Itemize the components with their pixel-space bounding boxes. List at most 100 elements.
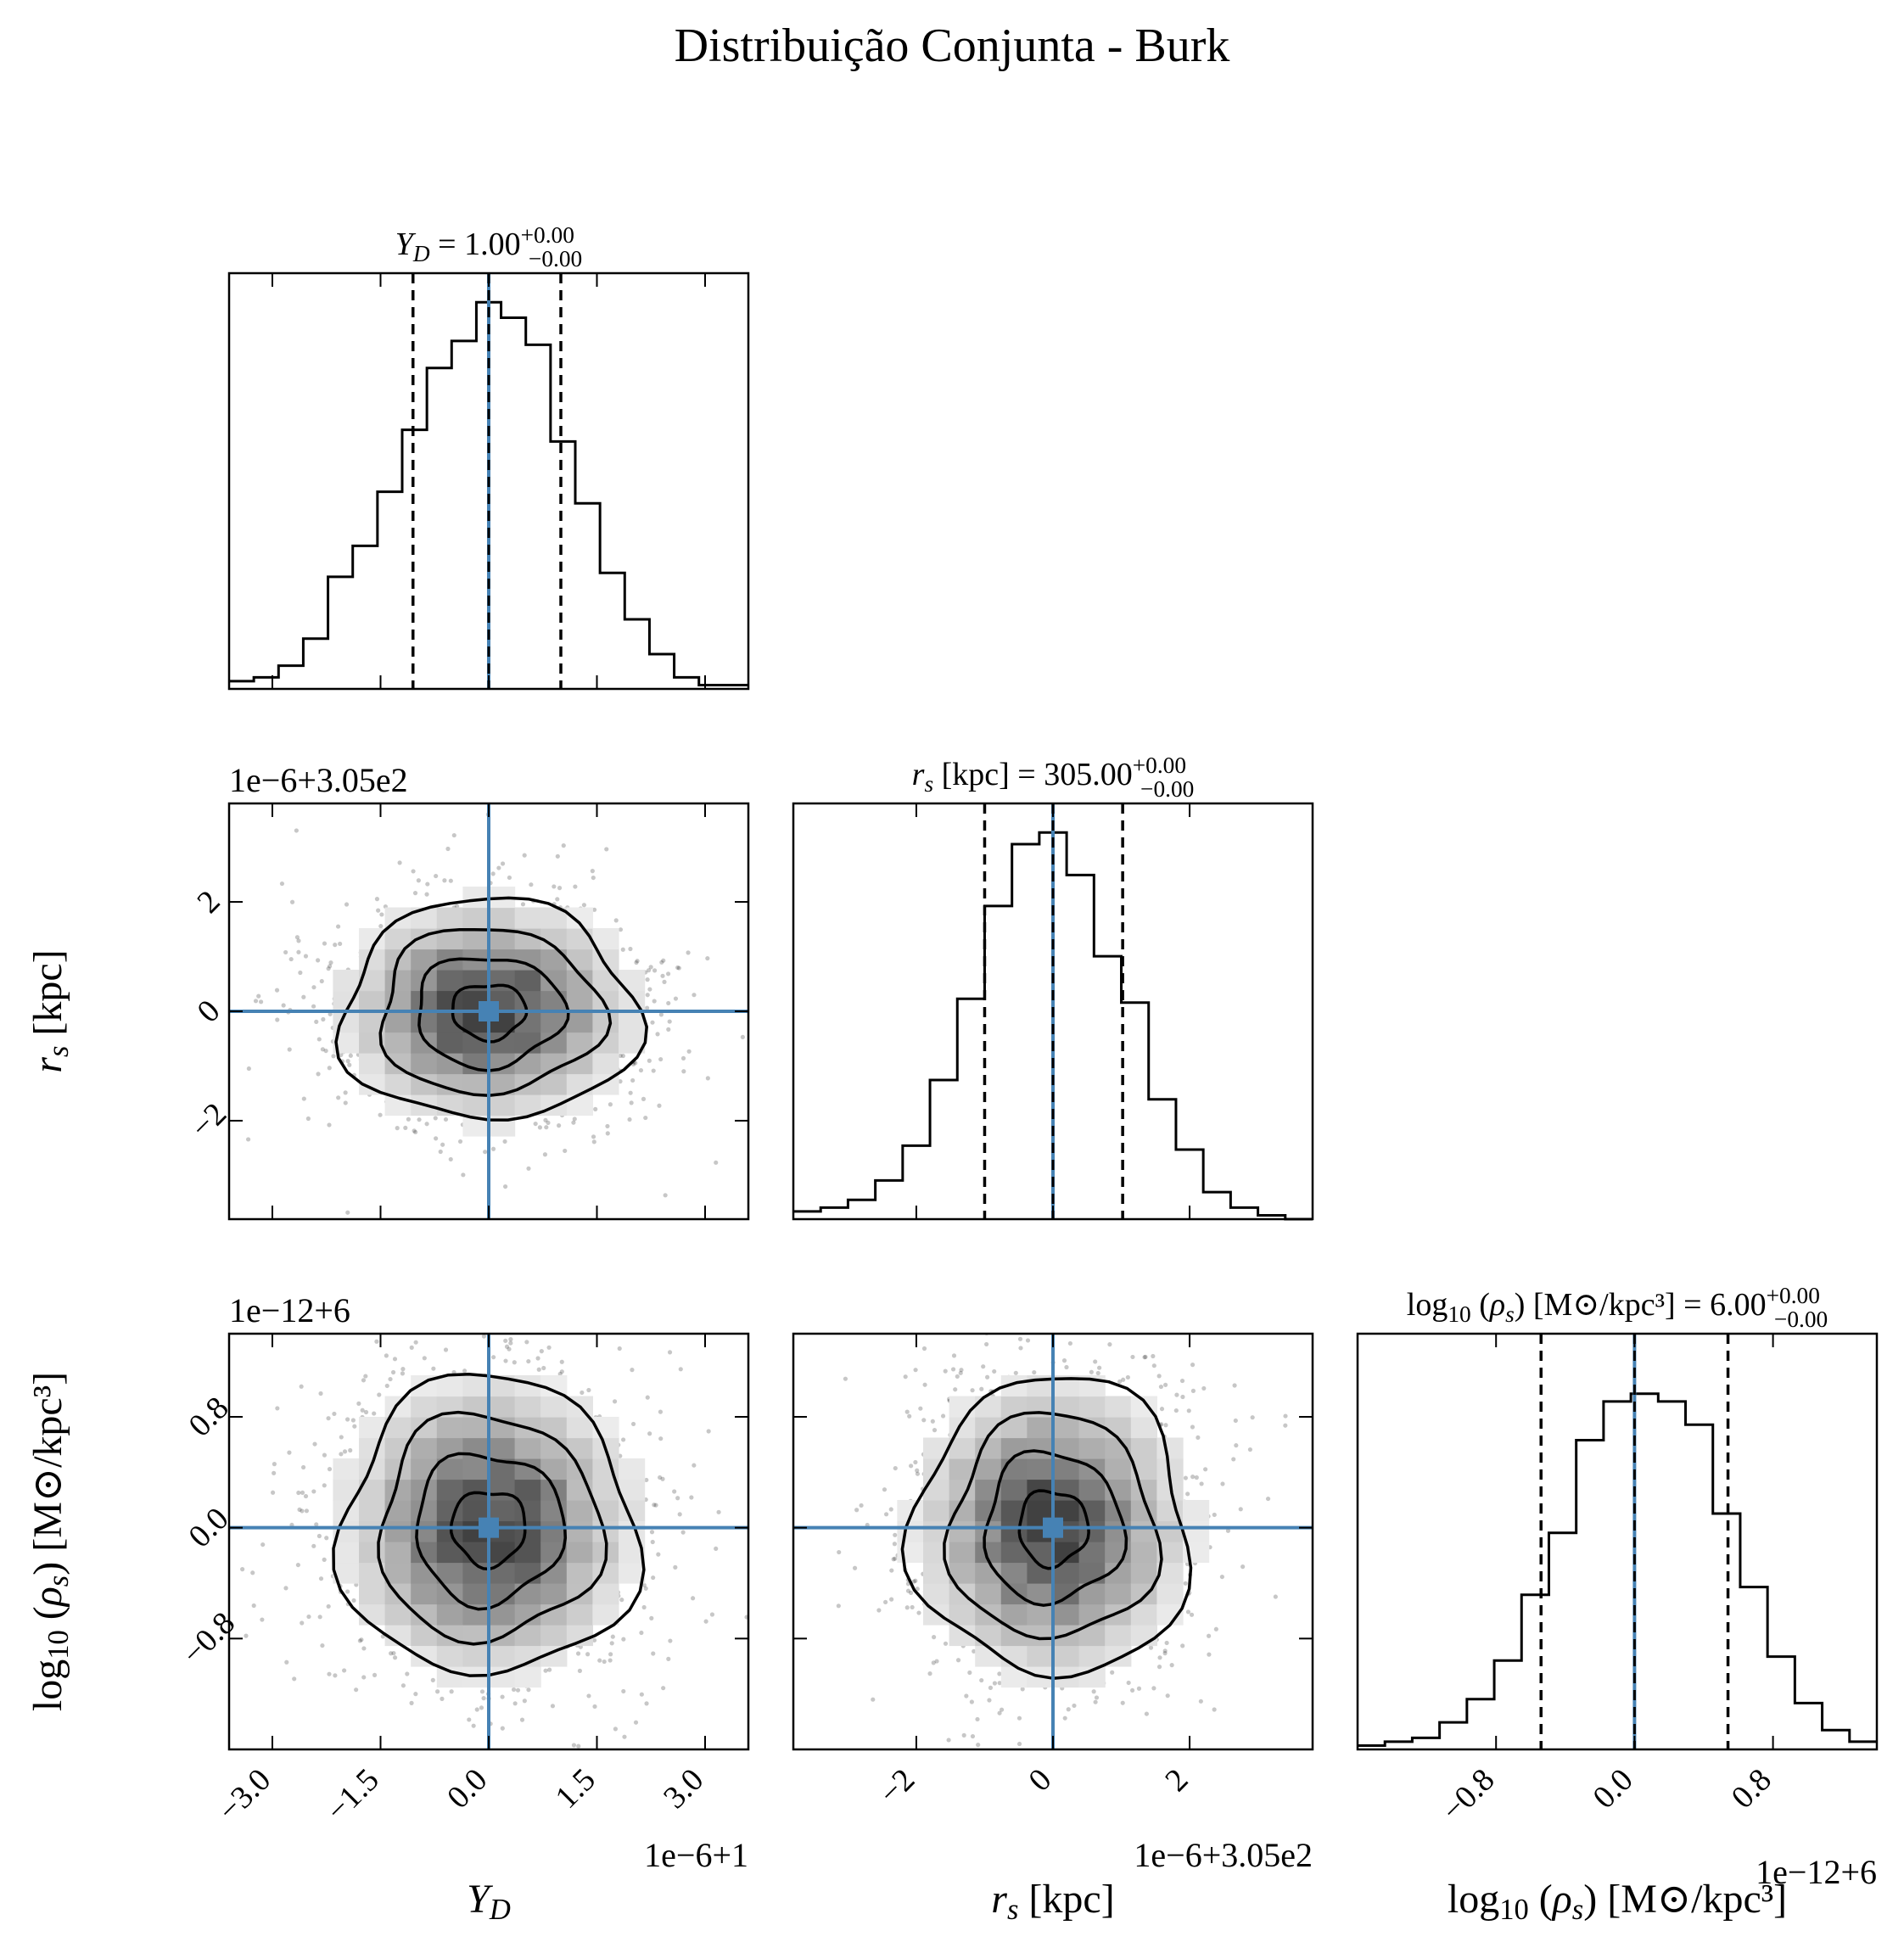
scatter-point: [555, 853, 560, 859]
density-cell: [411, 1032, 438, 1054]
density-cell: [514, 970, 541, 992]
y-tick-label: −0.8: [176, 1605, 242, 1671]
scatter-point: [430, 1677, 435, 1682]
scatter-point: [354, 1687, 359, 1693]
density-cell: [1000, 1645, 1028, 1667]
joint-panel: [227, 802, 750, 1221]
scatter-point: [543, 1668, 548, 1673]
density-cell: [1000, 1520, 1028, 1542]
scatter-point: [859, 1503, 864, 1508]
density-cell: [436, 970, 463, 992]
scatter-point: [1185, 1609, 1191, 1615]
scatter-point: [645, 1005, 650, 1010]
scatter-point: [473, 1308, 478, 1312]
scatter-point: [344, 1589, 350, 1594]
scatter-point: [1232, 1383, 1237, 1388]
scatter-point: [526, 1166, 531, 1171]
density-cell: [566, 990, 593, 1012]
scatter-point: [641, 1582, 647, 1588]
density-cell: [540, 1396, 568, 1418]
scatter-point: [281, 1003, 286, 1008]
density-cell: [514, 1437, 541, 1459]
scatter-point: [360, 1408, 365, 1413]
density-cell: [1130, 1562, 1157, 1584]
scatter-point: [675, 965, 680, 971]
scatter-point: [451, 832, 456, 838]
density-cell: [359, 1603, 386, 1626]
scatter-point: [1174, 1392, 1179, 1397]
scatter-point: [295, 1562, 300, 1568]
scatter-point: [1265, 1496, 1271, 1502]
scatter-point: [1238, 1507, 1243, 1512]
density-cell: [1130, 1437, 1157, 1459]
density-cell: [436, 907, 463, 929]
scatter-point: [547, 1667, 552, 1672]
scatter-point: [345, 1210, 350, 1215]
scatter-point: [292, 1676, 297, 1682]
density-cell: [462, 1094, 490, 1117]
density-cell: [1027, 1458, 1054, 1480]
scatter-point: [1151, 1363, 1156, 1368]
scatter-point: [658, 1436, 664, 1441]
density-cell: [1027, 1417, 1054, 1439]
scatter-point: [279, 881, 285, 887]
scatter-point: [260, 1617, 265, 1622]
x-tick-label: 1.5: [549, 1762, 602, 1816]
scatter-point: [1067, 1340, 1072, 1346]
scatter-point: [350, 1418, 356, 1423]
density-cell: [462, 1417, 490, 1439]
scatter-point: [1018, 1346, 1023, 1351]
scatter-point: [630, 1367, 635, 1373]
scatter-point: [667, 1350, 673, 1355]
scatter-point: [425, 881, 430, 887]
density-cell: [592, 1603, 619, 1626]
scatter-point: [1185, 1491, 1190, 1497]
density-cell: [462, 928, 490, 950]
scatter-point: [274, 988, 280, 993]
scatter-point: [316, 1533, 322, 1539]
scatter-point: [1072, 1311, 1076, 1315]
scatter-point: [676, 965, 681, 971]
scatter-point: [440, 1696, 445, 1701]
scatter-point: [650, 1539, 655, 1545]
scatter-point: [916, 1610, 921, 1615]
scatter-point: [586, 1387, 591, 1393]
scatter-point: [326, 1603, 331, 1609]
scatter-point: [1143, 1354, 1148, 1359]
scatter-point: [577, 1668, 583, 1673]
scatter-point: [999, 1707, 1005, 1712]
scatter-point: [283, 949, 288, 955]
scatter-point: [519, 1717, 525, 1722]
histogram-step: [229, 300, 748, 686]
scatter-point: [253, 999, 259, 1004]
scatter-point: [692, 993, 697, 998]
scatter-point: [435, 1689, 440, 1694]
scatter-point: [333, 943, 338, 948]
scatter-point: [975, 1716, 980, 1722]
scatter-point: [585, 1652, 591, 1657]
scatter-point: [1072, 1703, 1077, 1709]
scatter-point: [964, 1693, 969, 1699]
scatter-point: [663, 1193, 668, 1198]
scatter-point: [392, 1357, 398, 1362]
density-cell: [1130, 1542, 1157, 1564]
scatter-point: [320, 1047, 325, 1052]
scatter-point: [335, 924, 341, 929]
scatter-point: [413, 1340, 418, 1345]
scatter-point: [298, 970, 303, 976]
scatter-point: [1213, 1626, 1218, 1631]
scatter-point: [709, 1612, 715, 1617]
density-cell: [1105, 1396, 1132, 1418]
scatter-point: [457, 1139, 463, 1144]
scatter-point: [1151, 1686, 1156, 1691]
scatter-point: [544, 1125, 549, 1130]
density-cell: [540, 990, 568, 1012]
scatter-point: [395, 1126, 400, 1131]
scatter-point: [680, 1055, 686, 1061]
scatter-point: [490, 871, 496, 876]
scatter-point: [666, 1656, 671, 1661]
scatter-point: [356, 1401, 361, 1406]
scatter-point: [392, 1655, 398, 1660]
scatter-point: [1180, 1394, 1185, 1400]
scatter-point: [270, 1490, 276, 1495]
